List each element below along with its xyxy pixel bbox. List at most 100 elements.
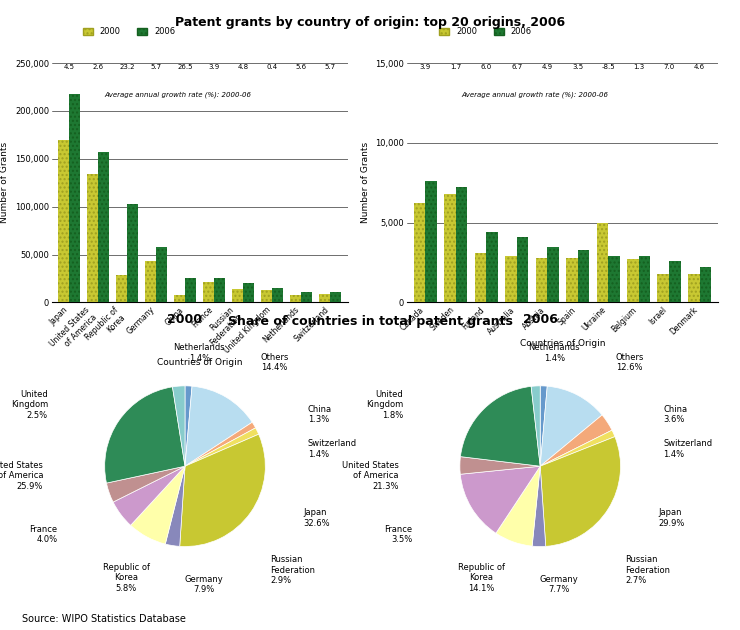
Bar bbox=[261, 290, 272, 302]
Bar bbox=[517, 237, 528, 302]
Text: Others
14.4%: Others 14.4% bbox=[260, 353, 289, 372]
Text: United States
of America
25.9%: United States of America 25.9% bbox=[0, 461, 43, 491]
Bar bbox=[204, 282, 215, 302]
Text: Switzerland
1.4%: Switzerland 1.4% bbox=[308, 440, 357, 459]
Wedge shape bbox=[460, 466, 540, 533]
Text: 7.0: 7.0 bbox=[664, 64, 675, 71]
Text: Russian
Federation
2.9%: Russian Federation 2.9% bbox=[270, 555, 315, 585]
Text: 0.4: 0.4 bbox=[267, 64, 278, 71]
Wedge shape bbox=[540, 437, 621, 546]
Text: Share of countries in total patent grants: Share of countries in total patent grant… bbox=[228, 315, 512, 328]
Text: Source: WIPO Statistics Database: Source: WIPO Statistics Database bbox=[22, 614, 186, 624]
Text: Netherlands
1.4%: Netherlands 1.4% bbox=[528, 343, 580, 362]
Text: 3.5: 3.5 bbox=[572, 64, 583, 71]
Text: 4.8: 4.8 bbox=[238, 64, 249, 71]
Wedge shape bbox=[531, 386, 540, 466]
Text: Germany
7.7%: Germany 7.7% bbox=[539, 575, 579, 594]
Bar bbox=[596, 222, 608, 302]
Wedge shape bbox=[460, 386, 540, 466]
Text: 5.7: 5.7 bbox=[151, 64, 162, 71]
Text: United
Kingdom
1.8%: United Kingdom 1.8% bbox=[366, 390, 403, 420]
Bar bbox=[301, 292, 312, 302]
Bar bbox=[156, 247, 167, 302]
Text: Republic of
Korea
5.8%: Republic of Korea 5.8% bbox=[103, 563, 150, 593]
Text: Russian
Federation
2.7%: Russian Federation 2.7% bbox=[625, 555, 670, 585]
Bar bbox=[98, 152, 110, 302]
Bar bbox=[536, 258, 547, 302]
Bar bbox=[320, 294, 330, 302]
Wedge shape bbox=[107, 466, 185, 502]
Text: 26.5: 26.5 bbox=[178, 64, 193, 71]
Text: 3.9: 3.9 bbox=[209, 64, 220, 71]
Y-axis label: Number of Grants: Number of Grants bbox=[361, 142, 370, 223]
X-axis label: Countries of Origin: Countries of Origin bbox=[519, 339, 605, 348]
Bar bbox=[127, 203, 138, 302]
Bar bbox=[272, 288, 283, 302]
Wedge shape bbox=[104, 387, 185, 483]
Wedge shape bbox=[185, 386, 192, 466]
Bar bbox=[657, 273, 669, 302]
Wedge shape bbox=[540, 386, 548, 466]
Bar bbox=[243, 284, 255, 302]
Text: France
4.0%: France 4.0% bbox=[30, 525, 58, 544]
Text: 4.6: 4.6 bbox=[694, 64, 705, 71]
Wedge shape bbox=[172, 386, 185, 466]
Text: Average annual growth rate (%): 2000-06: Average annual growth rate (%): 2000-06 bbox=[462, 92, 609, 98]
Bar bbox=[566, 258, 578, 302]
Bar bbox=[608, 256, 619, 302]
Bar bbox=[474, 253, 486, 302]
Bar bbox=[215, 277, 226, 302]
Bar bbox=[290, 295, 301, 302]
Text: Others
12.6%: Others 12.6% bbox=[616, 353, 645, 372]
Text: Japan
29.9%: Japan 29.9% bbox=[659, 508, 684, 528]
Wedge shape bbox=[185, 422, 255, 466]
Wedge shape bbox=[165, 466, 185, 546]
Text: China
1.3%: China 1.3% bbox=[308, 404, 332, 424]
Wedge shape bbox=[532, 466, 545, 546]
Text: 5.6: 5.6 bbox=[296, 64, 307, 71]
Wedge shape bbox=[540, 415, 612, 466]
Text: 4.5: 4.5 bbox=[64, 64, 75, 71]
Bar bbox=[505, 256, 517, 302]
Wedge shape bbox=[540, 386, 602, 466]
Text: 1.3: 1.3 bbox=[633, 64, 645, 71]
Text: 4.9: 4.9 bbox=[542, 64, 553, 71]
Bar bbox=[699, 267, 711, 302]
Text: 23.2: 23.2 bbox=[119, 64, 135, 71]
Bar bbox=[174, 295, 185, 302]
Bar bbox=[669, 261, 681, 302]
Text: Japan
32.6%: Japan 32.6% bbox=[303, 508, 330, 528]
Text: France
3.5%: France 3.5% bbox=[385, 525, 413, 544]
Text: United States
of America
21.3%: United States of America 21.3% bbox=[342, 461, 398, 491]
Text: Average annual growth rate (%): 2000-06: Average annual growth rate (%): 2000-06 bbox=[104, 92, 251, 98]
Bar bbox=[456, 188, 468, 302]
Bar bbox=[414, 203, 425, 302]
Bar bbox=[58, 140, 70, 302]
Bar bbox=[330, 292, 341, 302]
Text: Switzerland
1.4%: Switzerland 1.4% bbox=[663, 440, 712, 459]
Bar bbox=[486, 232, 498, 302]
Wedge shape bbox=[180, 434, 266, 546]
Text: Patent grants by country of origin: top 20 origins, 2006: Patent grants by country of origin: top … bbox=[175, 16, 565, 29]
Text: 3.9: 3.9 bbox=[420, 64, 431, 71]
Text: Germany
7.9%: Germany 7.9% bbox=[184, 575, 223, 594]
Wedge shape bbox=[185, 428, 259, 466]
Legend: 2000, 2006: 2000, 2006 bbox=[80, 24, 178, 40]
Bar bbox=[185, 277, 196, 302]
Bar bbox=[547, 246, 559, 302]
Title: 2006: 2006 bbox=[522, 313, 558, 326]
Wedge shape bbox=[185, 386, 252, 466]
Text: China
3.6%: China 3.6% bbox=[663, 404, 687, 424]
Text: 6.7: 6.7 bbox=[511, 64, 522, 71]
Bar bbox=[639, 256, 650, 302]
X-axis label: Countries of Origin: Countries of Origin bbox=[157, 358, 243, 367]
Bar bbox=[87, 174, 98, 302]
Bar bbox=[627, 260, 639, 302]
Wedge shape bbox=[460, 457, 540, 474]
Bar bbox=[116, 275, 127, 302]
Bar bbox=[232, 289, 243, 302]
Legend: 2000, 2006: 2000, 2006 bbox=[436, 24, 535, 40]
Y-axis label: Number of Grants: Number of Grants bbox=[0, 142, 10, 223]
Text: 6.0: 6.0 bbox=[480, 64, 492, 71]
Bar bbox=[70, 94, 80, 302]
